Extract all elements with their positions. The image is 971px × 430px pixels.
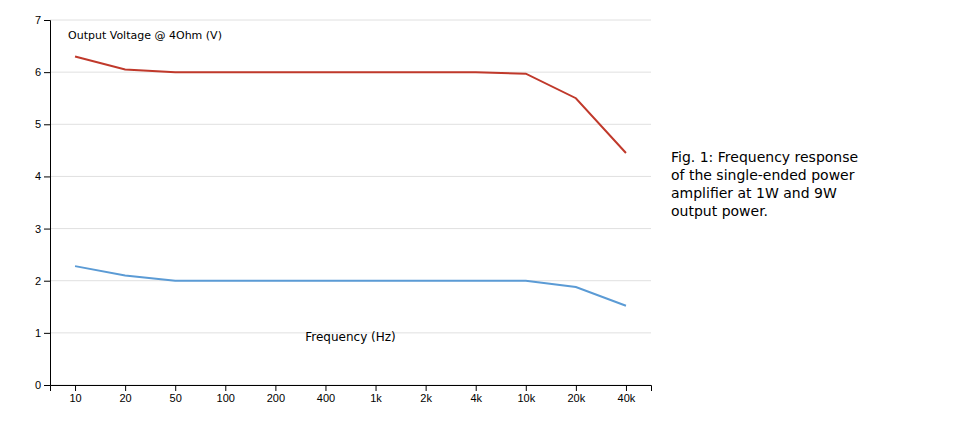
tick: 20k: [568, 385, 586, 404]
chart: 0 1 2 3 4 5 6 7 10 20 50 100 200 400 1k 2k 4k 10k 20k 40k Ou…: [0, 0, 971, 430]
tick-label: 100: [217, 392, 235, 404]
x-axis: 10 20 50 100 200 400 1k 2k 4k 10k 20k 40k: [51, 385, 652, 404]
caption-line: output power.: [671, 203, 768, 219]
tick: 10k: [517, 385, 535, 404]
grid-line: [50, 228, 651, 229]
y-axis: 0 1 2 3 4 5 6 7: [35, 14, 51, 391]
tick-label: 1k: [370, 392, 382, 404]
tick-label: 400: [317, 392, 335, 404]
tick-mark: [75, 385, 76, 391]
tick-label: 20k: [568, 392, 586, 404]
tick-label: 2k: [420, 392, 432, 404]
tick-mark: [476, 385, 477, 391]
tick-label: 3: [35, 223, 41, 235]
tick: 6: [35, 66, 50, 78]
tick-mark: [44, 229, 50, 230]
plot: 0 1 2 3 4 5 6 7 10 20 50 100 200 400 1k 2k 4k 10k 20k 40k Ou…: [35, 14, 652, 404]
tick-label: 4k: [470, 392, 482, 404]
tick-mark: [576, 385, 577, 391]
caption-line: Fig. 1: Frequency response: [671, 149, 858, 165]
tick-mark: [44, 20, 50, 21]
tick-label: 50: [170, 392, 182, 404]
tick: 2k: [420, 385, 432, 404]
tick-label: 200: [267, 392, 285, 404]
tick-label: 40k: [618, 392, 636, 404]
tick: 1: [35, 327, 50, 339]
tick-label: 4: [35, 170, 41, 182]
tick: 0: [35, 379, 50, 391]
caption-line: of the single-ended power: [671, 167, 855, 183]
tick: 50: [170, 385, 182, 404]
tick-label: 10: [69, 392, 81, 404]
tick-mark: [376, 385, 377, 391]
tick-label: 10k: [517, 392, 535, 404]
grid: [50, 20, 651, 385]
lines: [75, 57, 626, 306]
tick-mark: [325, 385, 326, 391]
tick-mark: [44, 333, 50, 334]
tick: 40k: [618, 385, 636, 404]
tick-label: 1: [35, 327, 41, 339]
tick-label: 2: [35, 275, 41, 287]
tick: 20: [120, 385, 132, 404]
tick: 100: [217, 385, 235, 404]
tick: 2: [35, 275, 50, 287]
y-axis-title: Output Voltage @ 4Ohm (V): [68, 29, 222, 42]
tick: 10: [69, 385, 81, 404]
caption: Fig. 1: Frequency response of the single-…: [671, 149, 858, 219]
grid-line: [50, 176, 651, 177]
tick: 4: [35, 170, 50, 182]
tick-mark: [44, 281, 50, 282]
tick: 400: [317, 385, 335, 404]
grid-line: [50, 124, 651, 125]
tick-mark: [125, 385, 126, 391]
tick: 3: [35, 223, 50, 235]
series-line: [75, 57, 626, 153]
tick-mark: [175, 385, 176, 391]
x-axis-title: Frequency (Hz): [305, 330, 396, 344]
tick: 7: [35, 14, 50, 26]
grid-line: [50, 20, 651, 21]
tick: 1k: [370, 385, 382, 404]
tick-mark: [44, 385, 50, 386]
tick-mark: [44, 176, 50, 177]
caption-line: amplifier at 1W and 9W: [671, 185, 837, 201]
axis-line: [51, 386, 652, 392]
tick: 5: [35, 118, 50, 130]
tick-mark: [225, 385, 226, 391]
tick-mark: [275, 385, 276, 391]
tick-label: 0: [35, 379, 41, 391]
tick: 200: [267, 385, 285, 404]
tick: 4k: [470, 385, 482, 404]
tick-label: 5: [35, 118, 41, 130]
tick-mark: [526, 385, 527, 391]
tick-mark: [44, 72, 50, 73]
tick-mark: [626, 385, 627, 391]
series-line: [75, 266, 626, 306]
tick-label: 20: [120, 392, 132, 404]
tick-label: 7: [35, 14, 41, 26]
axis-line: [44, 21, 51, 386]
tick-label: 6: [35, 66, 41, 78]
tick-mark: [426, 385, 427, 391]
tick-mark: [44, 124, 50, 125]
